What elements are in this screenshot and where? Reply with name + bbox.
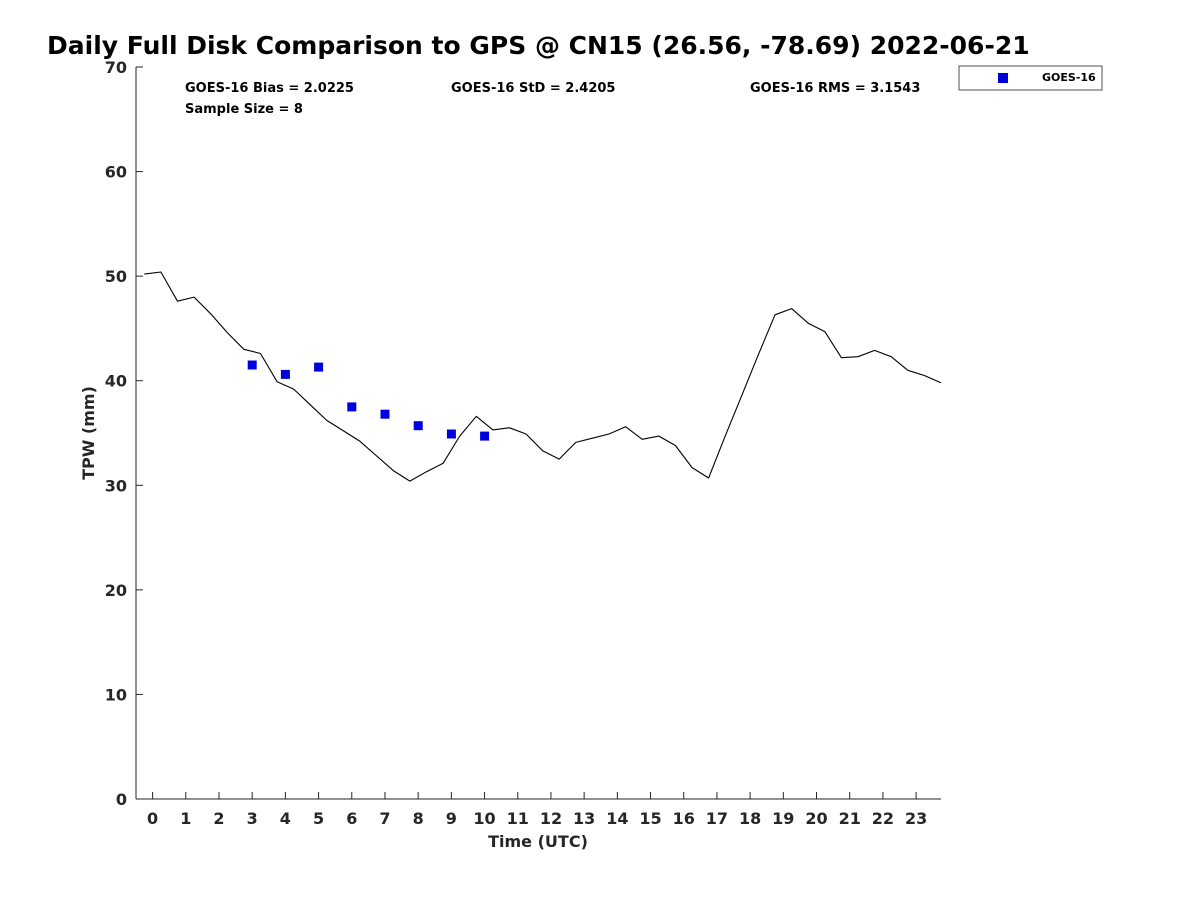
x-axis-ticks: 0 1 2 3 4 5 6 7 8 9 10 11 12 13 14 15 16 17 18 19 20 21 22 23 <box>147 792 927 828</box>
y-tick-label: 50 <box>105 267 127 286</box>
x-tick-label: 1 <box>180 809 191 828</box>
x-tick-label: 8 <box>413 809 424 828</box>
sample-size-stat: Sample Size = 8 <box>185 102 303 117</box>
x-tick-label: 18 <box>739 809 761 828</box>
axes <box>135 67 941 800</box>
x-tick-label: 19 <box>772 809 794 828</box>
x-tick-label: 11 <box>507 809 529 828</box>
goes-data-point <box>280 369 290 379</box>
x-tick-label: 10 <box>473 809 495 828</box>
x-tick-label: 7 <box>379 809 390 828</box>
std-stat: GOES-16 StD = 2.4205 <box>451 81 615 96</box>
goes-data-point <box>480 431 490 441</box>
goes-data-point <box>314 362 324 372</box>
y-tick-label: 20 <box>105 581 127 600</box>
x-tick-label: 9 <box>446 809 457 828</box>
legend-marker <box>998 73 1008 83</box>
x-tick-label: 20 <box>805 809 827 828</box>
x-tick-label: 17 <box>706 809 728 828</box>
legend-label-goes-16: GOES-16 <box>1042 71 1096 84</box>
x-tick-label: 4 <box>280 809 291 828</box>
goes-series-markers <box>247 360 490 441</box>
y-tick-label: 40 <box>105 372 127 391</box>
plot-area: 0 1 2 3 4 5 6 7 8 9 10 11 12 13 14 15 16 17 18 19 20 21 22 23 0… <box>105 58 942 828</box>
legend-box <box>958 65 1103 91</box>
x-tick-label: 12 <box>540 809 562 828</box>
goes-data-point <box>446 429 456 439</box>
legend: GOES-16 <box>958 65 1103 91</box>
goes-data-point <box>380 409 390 419</box>
x-tick-label: 14 <box>606 809 628 828</box>
x-tick-label: 5 <box>313 809 324 828</box>
y-tick-label: 10 <box>105 685 127 704</box>
x-tick-label: 0 <box>147 809 158 828</box>
y-tick-label: 60 <box>105 163 127 182</box>
rms-stat: GOES-16 RMS = 3.1543 <box>750 81 920 96</box>
y-axis-ticks: 0 10 20 30 40 50 60 70 <box>105 58 143 809</box>
goes-data-point <box>247 360 257 370</box>
goes-data-point <box>413 421 423 431</box>
y-tick-label: 0 <box>116 790 127 809</box>
bias-stat: GOES-16 Bias = 2.0225 <box>185 81 354 96</box>
x-tick-label: 23 <box>905 809 927 828</box>
y-tick-label: 30 <box>105 476 127 495</box>
x-tick-label: 13 <box>573 809 595 828</box>
gps-series-line <box>144 271 942 482</box>
x-axis-label: Time (UTC) <box>488 832 588 851</box>
y-tick-label: 70 <box>105 58 127 77</box>
chart-title: Daily Full Disk Comparison to GPS @ CN15… <box>47 31 1030 60</box>
x-tick-label: 2 <box>213 809 224 828</box>
x-tick-label: 3 <box>247 809 258 828</box>
goes-data-point <box>347 402 357 412</box>
x-tick-label: 6 <box>346 809 357 828</box>
x-tick-label: 16 <box>673 809 695 828</box>
y-axis-label: TPW (mm) <box>79 386 98 480</box>
x-tick-label: 22 <box>872 809 894 828</box>
x-tick-label: 15 <box>639 809 661 828</box>
x-tick-label: 21 <box>839 809 861 828</box>
